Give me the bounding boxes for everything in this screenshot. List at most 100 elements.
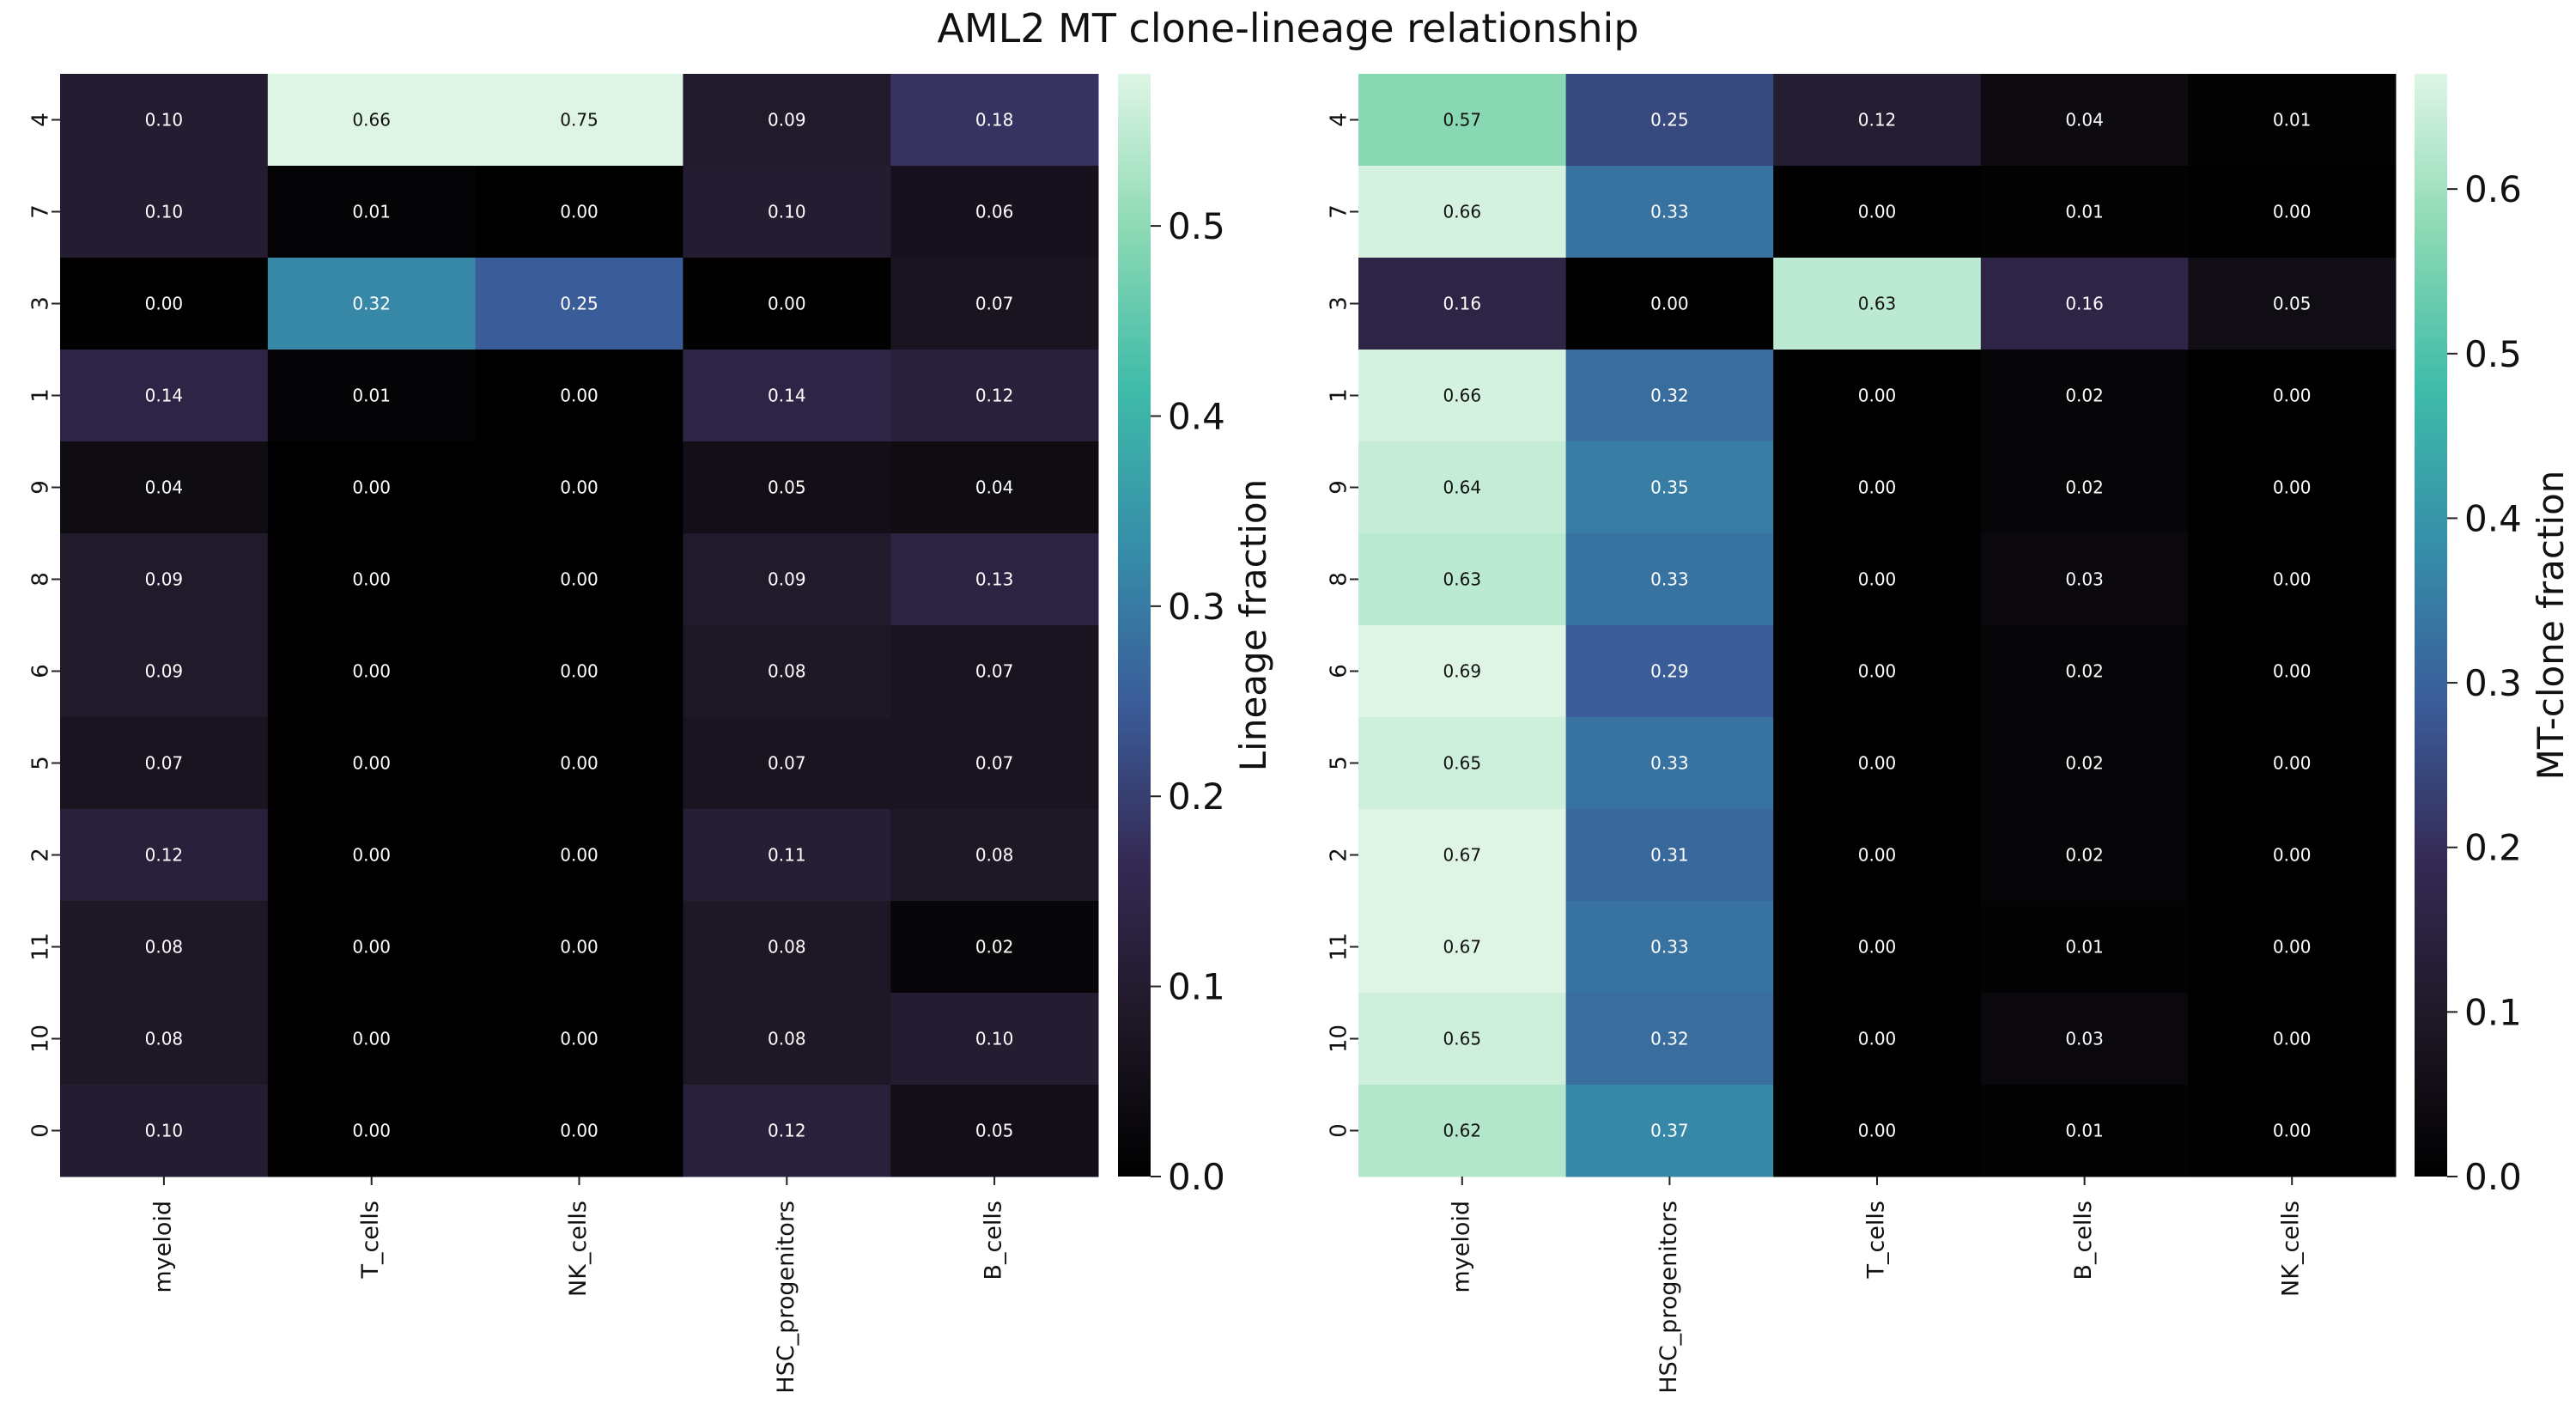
cell-value-label: 0.02 [2065, 477, 2104, 498]
heatmap-cell [2188, 74, 2397, 167]
y-tick-label: 5 [1327, 756, 1352, 770]
heatmap-cell [683, 166, 891, 258]
y-tick-label: 7 [28, 204, 54, 219]
heatmap-cell [2188, 258, 2397, 350]
cell-value-label: 0.00 [1858, 937, 1897, 958]
y-tick-label: 6 [28, 664, 54, 678]
cell-value-label: 0.65 [1443, 753, 1482, 774]
x-tick-label: T_cells [357, 1201, 384, 1280]
cell-value-label: 0.05 [2273, 294, 2312, 314]
cell-value-label: 0.09 [145, 569, 184, 590]
cell-value-label: 0.00 [1858, 202, 1897, 222]
heatmap-cell [1980, 258, 2189, 350]
heatmap-cell [890, 1085, 1099, 1177]
y-tick-label: 8 [1327, 572, 1352, 587]
cell-value-label: 0.66 [1443, 202, 1482, 222]
cell-value-label: 0.69 [1443, 661, 1482, 682]
heatmap-cell [60, 533, 269, 626]
heatmap-cell [267, 74, 477, 167]
cell-value-label: 0.01 [352, 202, 391, 222]
cell-value-label: 0.00 [1858, 1121, 1897, 1141]
cell-value-label: 0.00 [560, 569, 598, 590]
y-tick-label: 2 [28, 848, 54, 862]
heatmap-cell [1773, 993, 1982, 1086]
colorbar [2415, 74, 2447, 1177]
heatmap-cell [2188, 809, 2397, 902]
heatmap-cell [683, 350, 891, 442]
y-tick-label: 1 [28, 388, 54, 403]
y-tick-label: 10 [28, 1025, 54, 1053]
heatmap-cell [2188, 166, 2397, 258]
cell-value-label: 0.04 [975, 477, 1014, 498]
heatmap-cell [267, 901, 477, 994]
cell-value-label: 0.07 [975, 753, 1014, 774]
cell-value-label: 0.00 [1858, 661, 1897, 682]
heatmap-cell [1980, 809, 2189, 902]
cell-value-label: 0.02 [2065, 845, 2104, 866]
colorbar-tick-label: 0.5 [1168, 205, 1225, 247]
heatmap-cell [267, 350, 477, 442]
cell-value-label: 0.10 [145, 1121, 184, 1141]
heatmap-cell [267, 1085, 477, 1177]
heatmap-cell [1565, 625, 1774, 718]
heatmap-cell [2188, 717, 2397, 810]
cell-value-label: 0.00 [2273, 386, 2312, 406]
x-tick-label: HSC_progenitors [1656, 1201, 1682, 1394]
heatmap-cell [60, 901, 269, 994]
colorbar-tick-label: 0.3 [2464, 662, 2522, 704]
cell-value-label: 0.00 [2273, 937, 2312, 958]
cell-value-label: 0.37 [1650, 1121, 1689, 1141]
heatmap-cell [1773, 166, 1982, 258]
cell-value-label: 0.07 [145, 753, 184, 774]
heatmap-cell [60, 350, 269, 442]
cell-value-label: 0.00 [1858, 845, 1897, 866]
cell-value-label: 0.00 [560, 753, 598, 774]
heatmap-cell [475, 625, 683, 718]
heatmap-cell [1773, 441, 1982, 534]
heatmap-cell [267, 441, 477, 534]
heatmap-cell [683, 74, 891, 167]
cell-value-label: 0.00 [1858, 753, 1897, 774]
cell-value-label: 0.14 [768, 386, 806, 406]
heatmap-cell [2188, 625, 2397, 718]
heatmap-cell [1358, 993, 1567, 1086]
colorbar-tick-label: 0.5 [2464, 333, 2522, 375]
cell-value-label: 0.00 [560, 202, 598, 222]
y-tick-label: 8 [28, 572, 54, 587]
colorbar-tick-label: 0.3 [1168, 586, 1225, 628]
heatmap-cell [1565, 993, 1774, 1086]
cell-value-label: 0.02 [975, 937, 1014, 958]
heatmap-cell [1565, 258, 1774, 350]
heatmap-cell [475, 350, 683, 442]
cell-value-label: 0.11 [768, 845, 806, 866]
heatmap-cell [2188, 901, 2397, 994]
heatmap-cell [1980, 717, 2189, 810]
y-tick-label: 7 [1327, 204, 1352, 219]
cell-value-label: 0.67 [1443, 845, 1482, 866]
heatmap-cell [60, 1085, 269, 1177]
heatmap-cell [2188, 441, 2397, 534]
heatmap-cell [60, 74, 269, 167]
cell-value-label: 0.00 [560, 477, 598, 498]
cell-value-label: 0.00 [2273, 477, 2312, 498]
x-tick-label: myeloid [1448, 1201, 1474, 1293]
cell-value-label: 0.62 [1443, 1121, 1482, 1141]
heatmap-cell [475, 809, 683, 902]
cell-value-label: 0.35 [1650, 477, 1689, 498]
cell-value-label: 0.00 [2273, 1121, 2312, 1141]
cell-value-label: 0.00 [560, 386, 598, 406]
cell-value-label: 0.00 [560, 661, 598, 682]
cell-value-label: 0.08 [145, 937, 184, 958]
heatmap-cell [60, 625, 269, 718]
heatmap-cell [267, 625, 477, 718]
heatmap-cell [1358, 625, 1567, 718]
cell-value-label: 0.32 [1650, 1029, 1689, 1049]
cell-value-label: 0.00 [560, 937, 598, 958]
heatmap-cell [890, 533, 1099, 626]
cell-value-label: 0.02 [2065, 753, 2104, 774]
heatmap-cell [890, 74, 1099, 167]
y-tick-label: 5 [28, 756, 54, 770]
cell-value-label: 0.31 [1650, 845, 1689, 866]
heatmap-cell [1565, 717, 1774, 810]
cell-value-label: 0.10 [975, 1029, 1014, 1049]
